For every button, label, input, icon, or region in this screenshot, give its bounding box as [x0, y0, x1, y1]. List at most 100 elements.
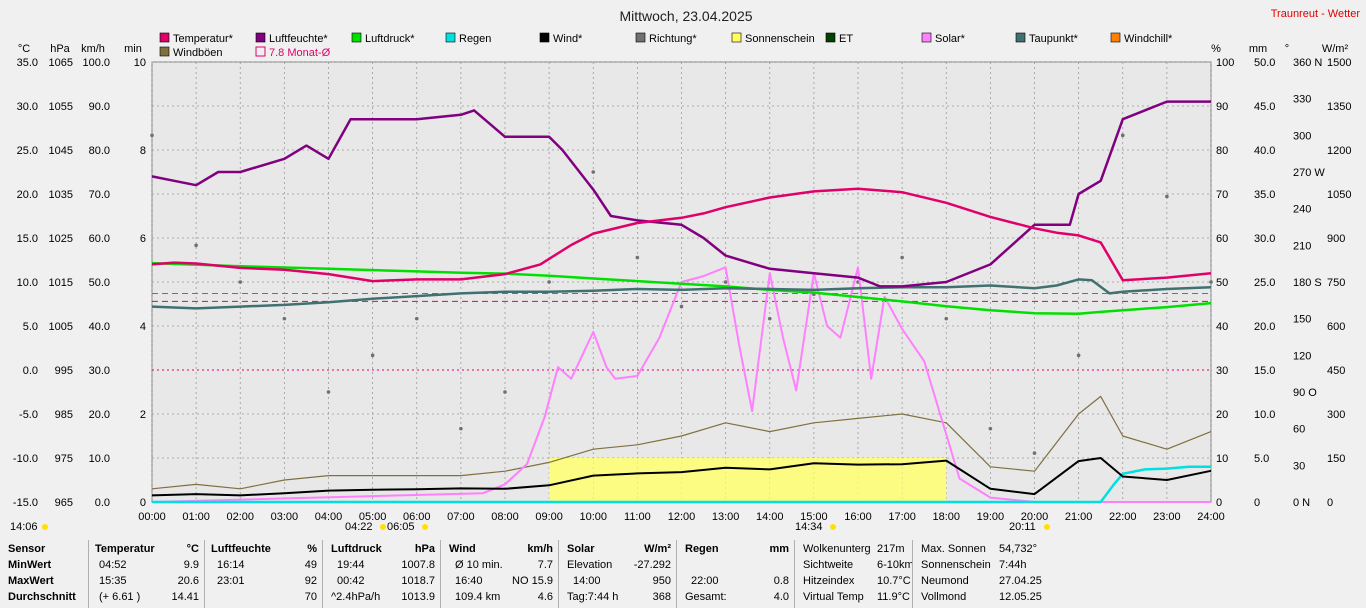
direction-point: [988, 426, 993, 431]
stats-min-label: MinWert: [8, 559, 52, 571]
humidity-tick-label: 10: [1216, 453, 1228, 465]
pressure-tick-label: 1065: [49, 57, 73, 69]
x-tick-label: 22:00: [1109, 511, 1137, 523]
legend-label: Luftdruck*: [365, 33, 415, 45]
misc2-label: Max. Sonnen: [921, 543, 986, 555]
misc1-row: Hitzeindex 10.7°C: [795, 573, 913, 589]
direction-point: [635, 255, 640, 260]
humidity-unit: %: [307, 543, 317, 555]
statistics-table: Sensor MinWert MaxWert Durchschnitt Temp…: [0, 540, 1366, 608]
humidity-tick-label: 70: [1216, 189, 1228, 201]
solar-tick-label: 300: [1327, 409, 1345, 421]
rain-tick-label: 30.0: [1254, 233, 1275, 245]
rain-tick-label: 20.0: [1254, 321, 1275, 333]
misc1-value: 6-10km: [877, 559, 914, 571]
solar-max: 950: [652, 575, 671, 587]
humidity-tick-label: 50: [1216, 277, 1228, 289]
misc1-row: Wolkenunterg 217m: [795, 541, 913, 557]
weather-chart: Mittwoch, 23.04.2025 Traunreut - Wetter …: [10, 8, 1360, 533]
direction-point: [459, 426, 463, 431]
misc2-value: 54,732°: [999, 543, 1038, 555]
dewpoint-line: [151, 278, 1212, 310]
direction-point: [591, 170, 596, 174]
direction-tick-label: 0 N: [1293, 497, 1310, 509]
direction-point: [194, 243, 198, 248]
solar-max-time: 14:00: [573, 575, 601, 587]
pressure-header: Luftdruck: [331, 543, 382, 555]
pressure-max-time: 00:42: [337, 575, 365, 587]
legend-swatch: [825, 32, 836, 43]
time-marker-label: 06:05: [387, 521, 415, 533]
solar-elevation-label: Elevation: [567, 559, 613, 571]
solar-line: [151, 266, 1211, 503]
unit-percent: %: [1211, 43, 1221, 55]
sun-marker-icon: [42, 524, 48, 530]
wind-run: 109.4 km: [455, 591, 501, 603]
pressure-tick-label: 985: [55, 409, 73, 421]
sunshine-bar: [571, 458, 594, 502]
direction-point: [944, 316, 949, 321]
temperature-line: [151, 187, 1212, 283]
humidity-tick-label: 0: [1216, 497, 1222, 509]
legend-swatch: [921, 32, 932, 43]
stats-misc-column-2: Max. Sonnen 54,732° Sonnenschein 7:44h Neumo…: [912, 540, 1053, 608]
legend-label: 7.8 Monat-Ø: [269, 47, 331, 59]
x-tick-label: 05:00: [359, 511, 387, 523]
plot-series: [150, 100, 1213, 504]
direction-point: [326, 390, 331, 394]
rain-tick-label: 0: [1254, 497, 1260, 509]
stats-solar-column: Solar W/m² Elevation -27.292 14:00 950 T…: [558, 540, 677, 608]
pressure-max: 1018.7: [401, 575, 435, 587]
x-tick-label: 09:00: [535, 511, 563, 523]
sunshine-bar: [549, 458, 572, 502]
sun-marker-icon: [380, 524, 386, 530]
rain-tick-label: 40.0: [1254, 145, 1275, 157]
solar-tick-label: 450: [1327, 365, 1345, 377]
x-tick-label: 19:00: [977, 511, 1005, 523]
stats-rain-column: Regen mm 22:00 0.8 Gesamt: 4.0: [676, 540, 795, 608]
misc2-row: Neumond 27.04.25: [913, 573, 1053, 589]
humidity-max-time: 23:01: [217, 575, 245, 587]
rain-tick-label: 35.0: [1254, 189, 1275, 201]
humidity-avg: 70: [304, 591, 317, 603]
wind-avg10: 7.7: [537, 559, 553, 571]
wind-max-time: 16:40: [455, 575, 483, 587]
sunshine-tick-label: 2: [140, 409, 146, 421]
direction-tick-label: 30: [1293, 460, 1305, 472]
x-tick-label: 06:00: [403, 511, 431, 523]
direction-tick-label: 60: [1293, 424, 1305, 436]
temperature-tick-label: 30.0: [17, 101, 38, 113]
sunshine-tick-label: 4: [140, 321, 146, 333]
temperature-tick-label: 15.0: [17, 233, 38, 245]
legend-swatch: [159, 32, 170, 43]
axes: 35.030.025.020.015.010.05.00.0-5.0-10.0-…: [13, 57, 1352, 523]
rain-tick-label: 45.0: [1254, 101, 1275, 113]
misc2-label: Neumond: [921, 575, 969, 587]
misc2-row: Max. Sonnen 54,732°: [913, 541, 1053, 557]
solar-tick-label: 0: [1327, 497, 1333, 509]
misc2-value: 7:44h: [999, 559, 1027, 571]
x-tick-label: 00:00: [138, 511, 166, 523]
stats-sensor-header: Sensor: [8, 543, 46, 555]
solar-header: Solar: [567, 543, 595, 555]
wind-tick-label: 10.0: [89, 453, 110, 465]
temperature-tick-label: 5.0: [23, 321, 38, 333]
misc1-label: Sichtweite: [803, 559, 854, 571]
wind-tick-label: 50.0: [89, 277, 110, 289]
misc1-row: Sichtweite 6-10km: [795, 557, 914, 573]
solar-tick-label: 750: [1327, 277, 1345, 289]
stats-wind-column: Wind km/h Ø 10 min. 7.7 16:40 NO 15.9 10…: [440, 540, 559, 608]
misc1-value: 10.7°C: [877, 575, 911, 587]
x-tick-label: 12:00: [668, 511, 696, 523]
unit-hpa: hPa: [50, 43, 70, 55]
direction-tick-label: 120: [1293, 350, 1311, 362]
direction-tick-label: 240: [1293, 204, 1311, 216]
direction-point: [679, 304, 684, 309]
pressure-unit: hPa: [414, 543, 435, 555]
direction-point: [547, 280, 551, 284]
pressure-tick-label: 1005: [49, 321, 73, 333]
x-tick-label: 17:00: [888, 511, 916, 523]
wind-tick-label: 60.0: [89, 233, 110, 245]
sunshine-bar: [902, 458, 947, 502]
sunshine-tick-label: 8: [140, 145, 146, 157]
